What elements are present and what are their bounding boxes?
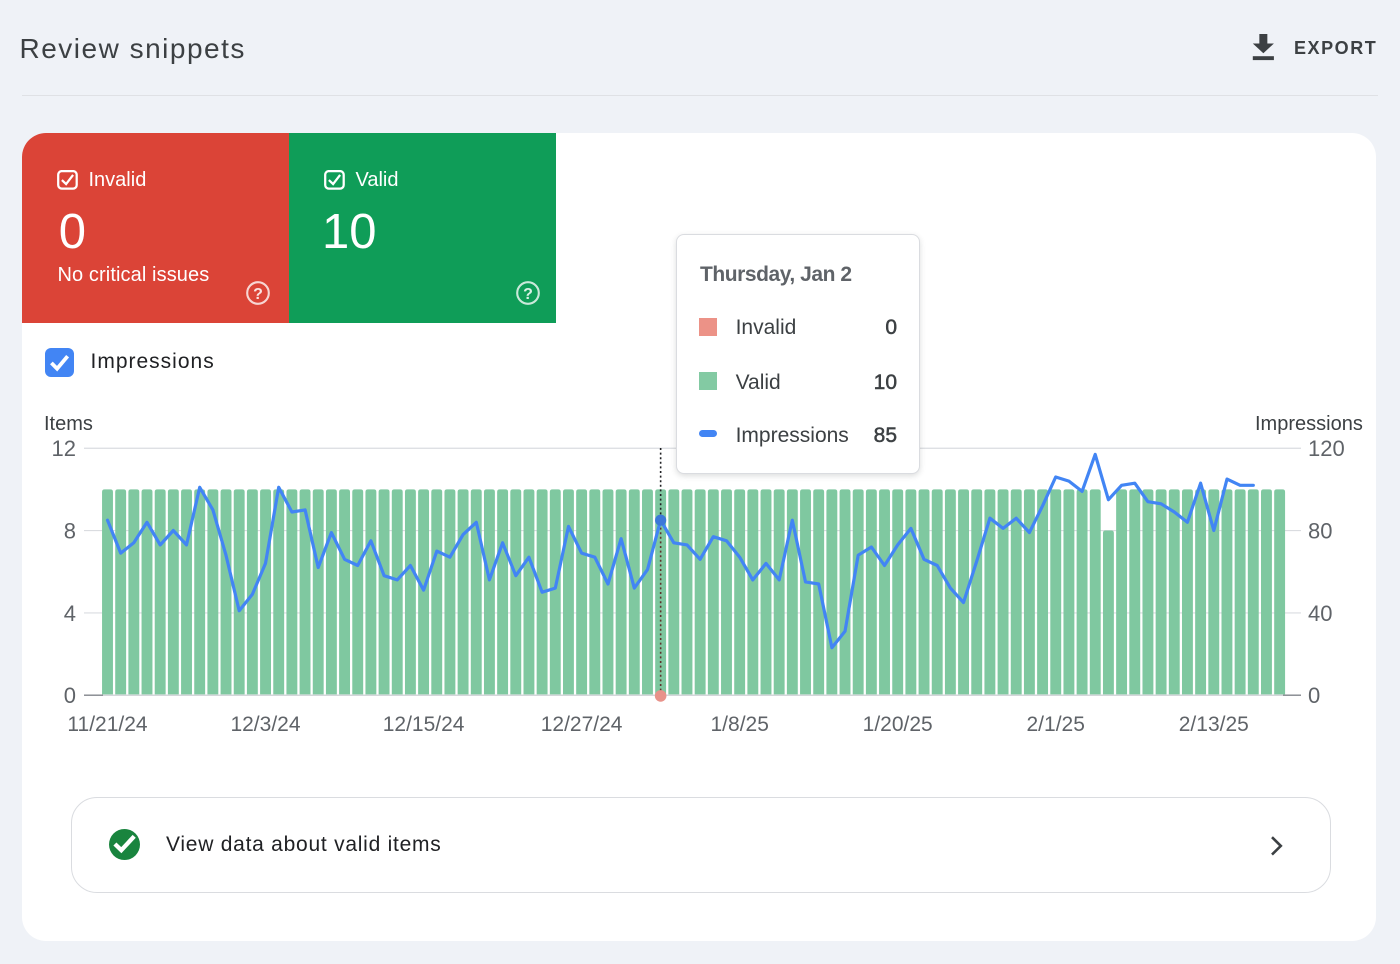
svg-text:0: 0 [64, 683, 76, 708]
svg-text:11/21/24: 11/21/24 [67, 713, 148, 736]
svg-text:1/20/25: 1/20/25 [863, 713, 933, 736]
svg-text:8: 8 [64, 519, 76, 544]
svg-text:2/1/25: 2/1/25 [1027, 713, 1085, 736]
svg-text:80: 80 [1308, 519, 1332, 544]
svg-text:?: ? [523, 285, 533, 302]
svg-text:4: 4 [64, 601, 76, 626]
svg-text:Items: Items [44, 413, 93, 435]
svg-text:120: 120 [1308, 436, 1345, 461]
svg-text:2/13/25: 2/13/25 [1179, 713, 1249, 736]
svg-text:12/3/24: 12/3/24 [230, 713, 300, 736]
svg-text:12/15/24: 12/15/24 [383, 713, 465, 736]
svg-text:12/27/24: 12/27/24 [541, 713, 623, 736]
svg-text:Impressions: Impressions [1255, 413, 1363, 435]
svg-text:0: 0 [1308, 683, 1320, 708]
svg-text:40: 40 [1308, 601, 1332, 626]
svg-text:1/8/25: 1/8/25 [711, 713, 769, 736]
svg-text:?: ? [253, 285, 263, 302]
svg-text:12: 12 [52, 436, 76, 461]
